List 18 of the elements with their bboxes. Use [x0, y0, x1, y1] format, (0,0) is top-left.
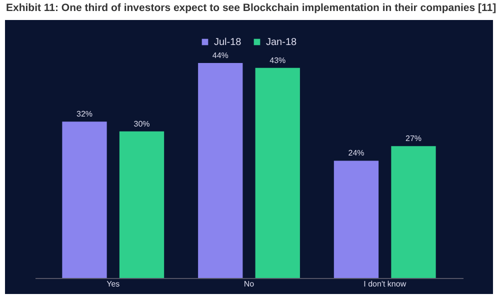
x-tick-label: I don't know: [364, 280, 406, 288]
legend-label: Jul-18: [214, 37, 242, 48]
data-label: 43%: [270, 56, 286, 65]
bar: [391, 146, 436, 278]
bar: [62, 122, 107, 278]
data-label: 24%: [348, 148, 364, 158]
legend-label: Jan-18: [266, 37, 298, 48]
bar: [255, 68, 300, 278]
data-label: 30%: [134, 119, 150, 128]
bar: [198, 63, 243, 278]
bar: [334, 160, 379, 278]
x-tick-label: Yes: [106, 280, 120, 288]
x-tick-label: No: [244, 280, 255, 288]
data-label: 27%: [405, 134, 422, 144]
data-label: 32%: [76, 110, 93, 119]
data-label: 44%: [212, 51, 228, 60]
bar: [119, 131, 164, 278]
chart-title: Exhibit 11: One third of investors expect to see Blockchain implementation in their companies [11]: [6, 2, 496, 14]
